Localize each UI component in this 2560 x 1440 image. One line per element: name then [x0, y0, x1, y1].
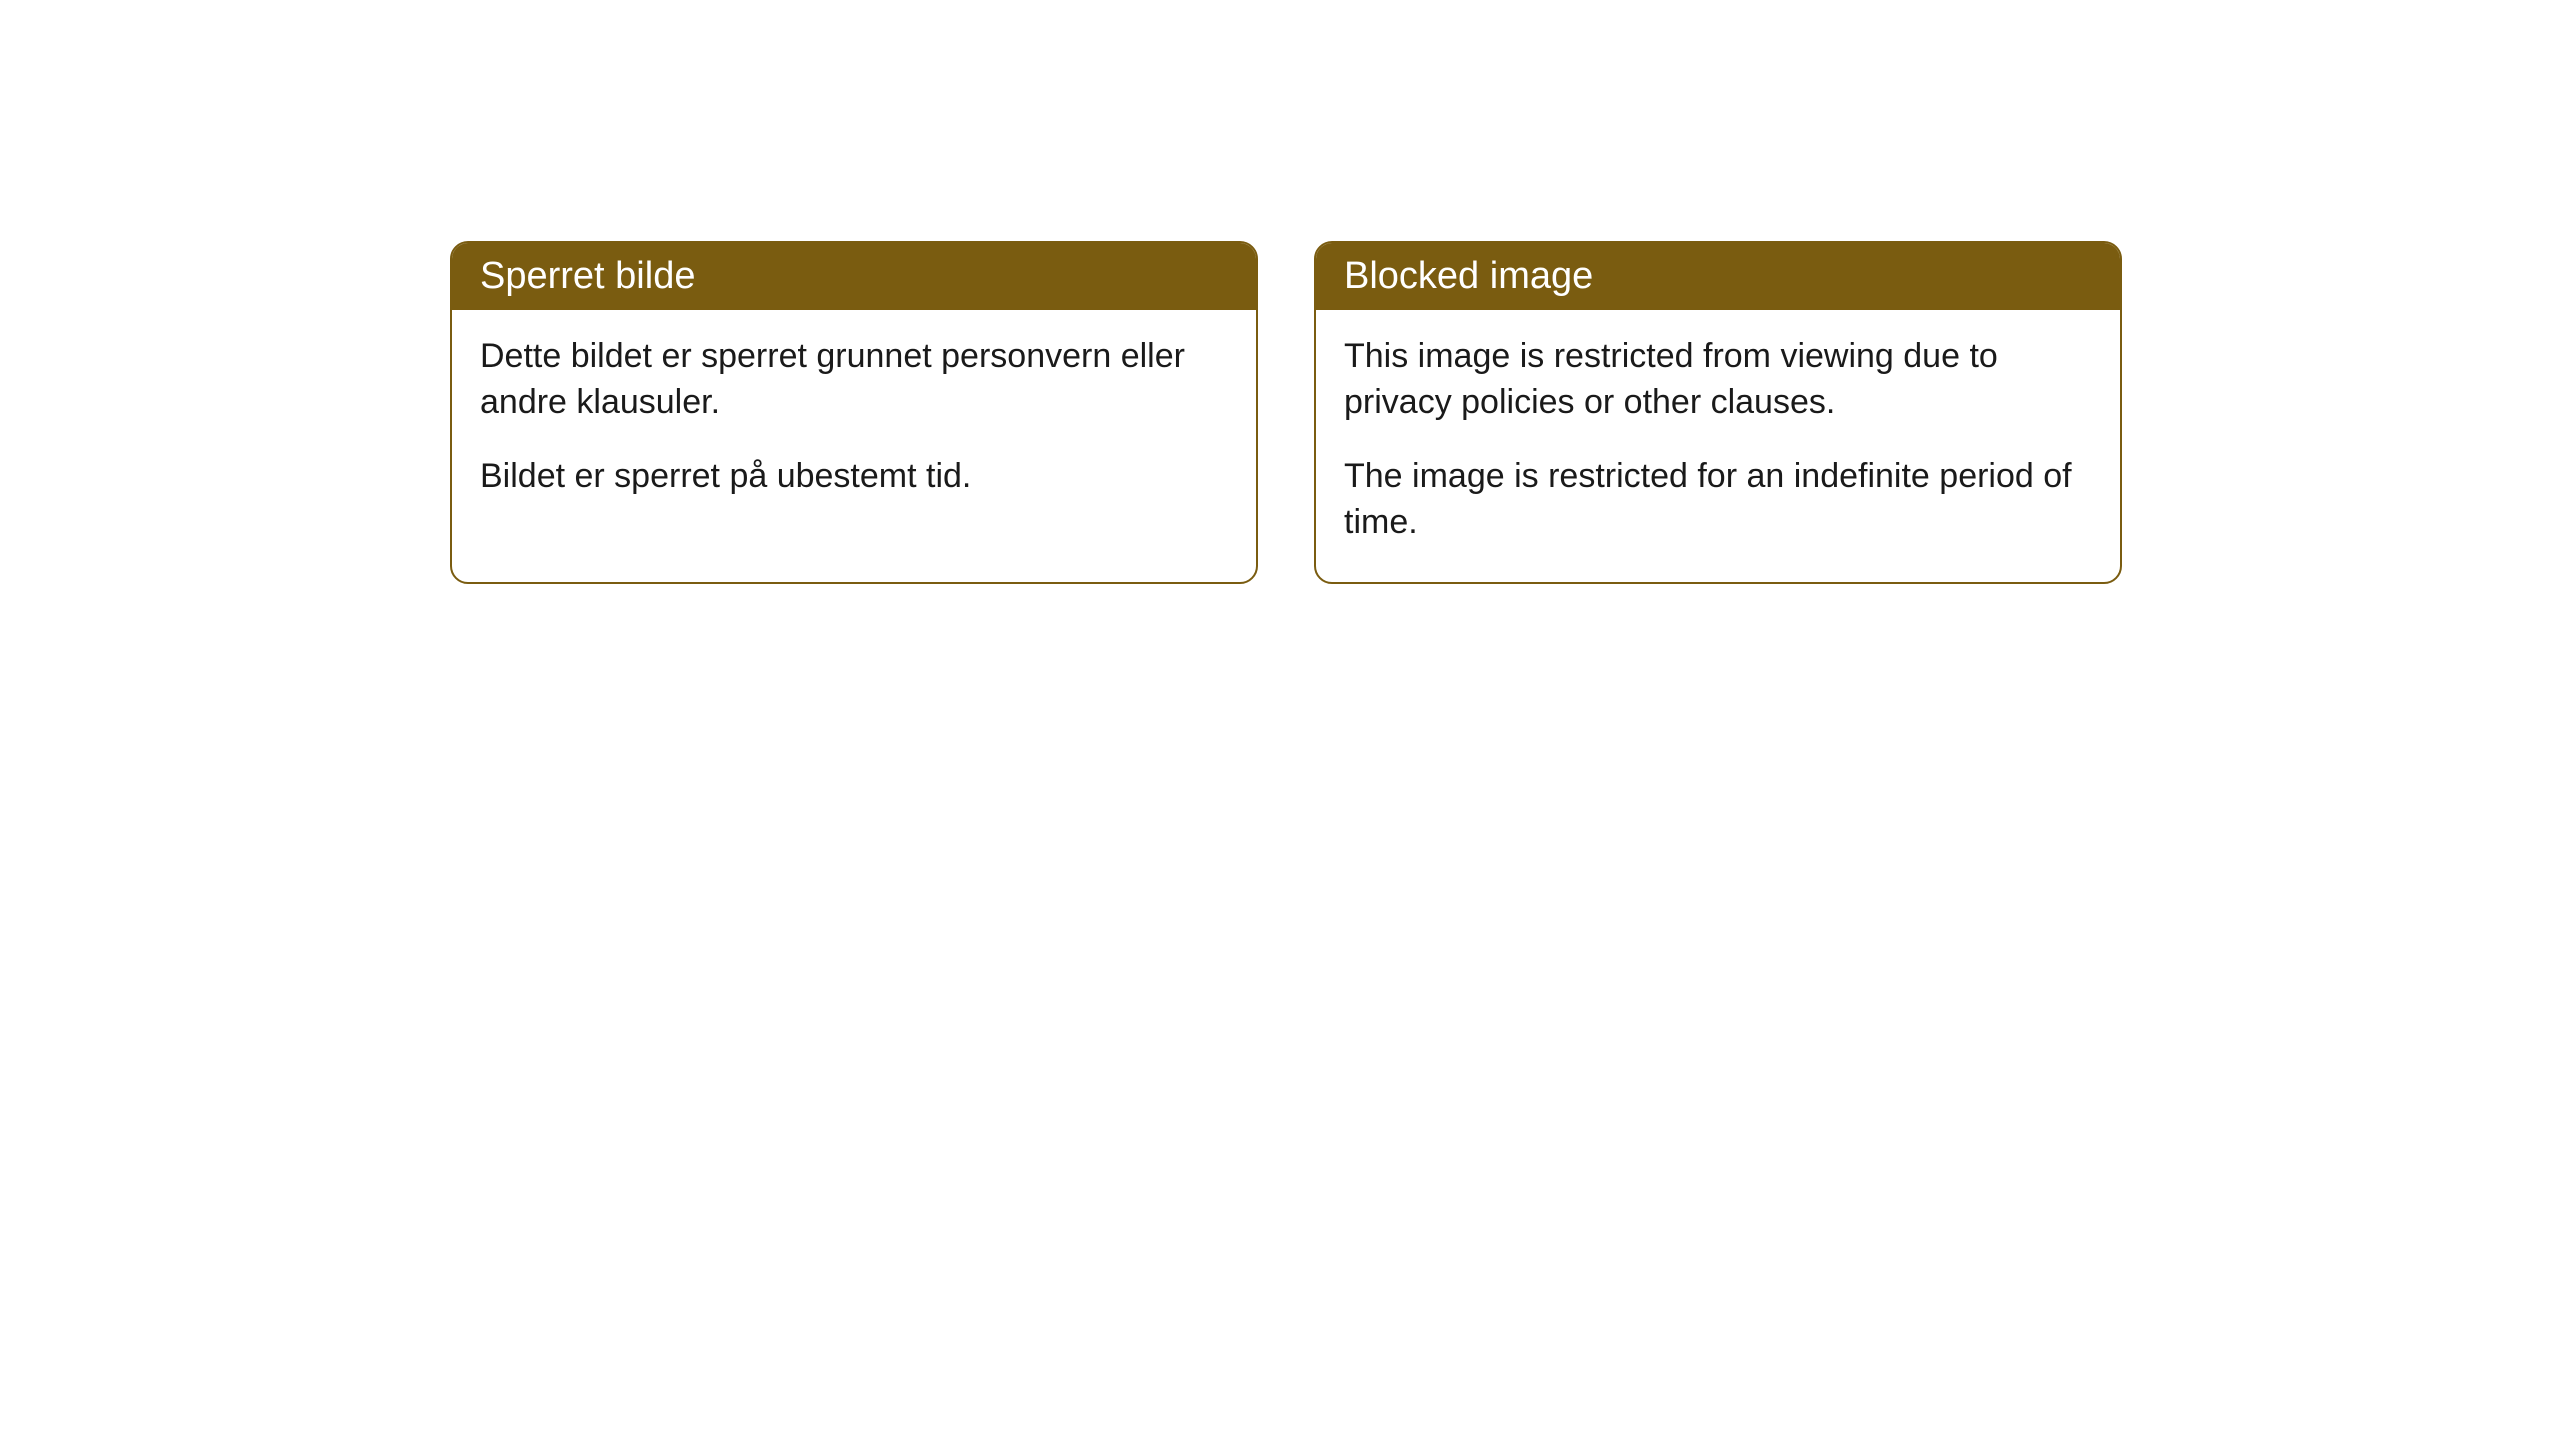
card-body: Dette bildet er sperret grunnet personve… — [452, 310, 1256, 536]
notice-cards-container: Sperret bilde Dette bildet er sperret gr… — [450, 241, 2122, 584]
card-paragraph: Bildet er sperret på ubestemt tid. — [480, 454, 1228, 500]
card-paragraph: Dette bildet er sperret grunnet personve… — [480, 334, 1228, 426]
card-title: Sperret bilde — [480, 255, 695, 297]
notice-card-norwegian: Sperret bilde Dette bildet er sperret gr… — [450, 241, 1258, 584]
card-paragraph: The image is restricted for an indefinit… — [1344, 454, 2092, 546]
card-paragraph: This image is restricted from viewing du… — [1344, 334, 2092, 426]
card-header: Blocked image — [1316, 243, 2120, 310]
card-body: This image is restricted from viewing du… — [1316, 310, 2120, 582]
card-header: Sperret bilde — [452, 243, 1256, 310]
card-title: Blocked image — [1344, 255, 1593, 297]
notice-card-english: Blocked image This image is restricted f… — [1314, 241, 2122, 584]
